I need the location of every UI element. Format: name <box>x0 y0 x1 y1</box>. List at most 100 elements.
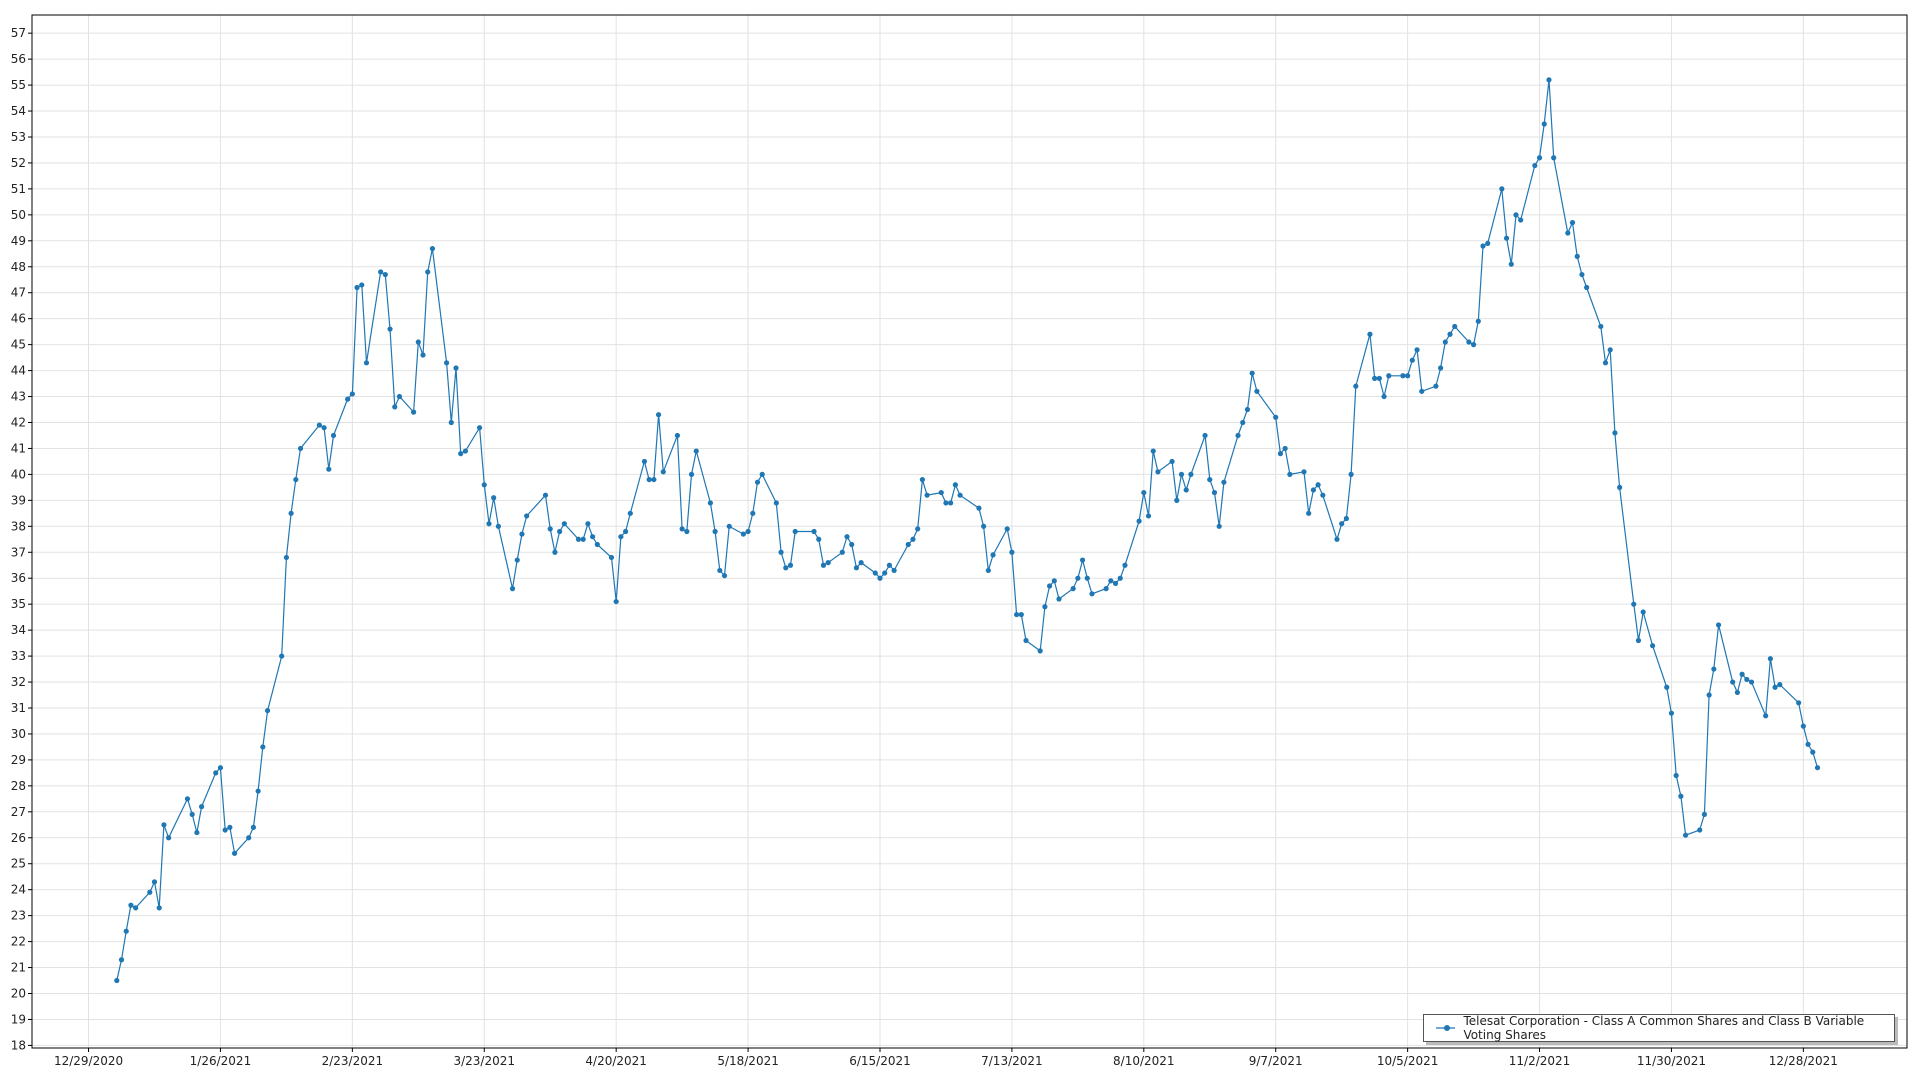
y-tick-label: 21 <box>11 961 26 975</box>
data-point <box>519 531 525 537</box>
data-point <box>575 536 582 542</box>
x-tick-label: 1/26/2021 <box>190 1054 252 1068</box>
data-point <box>1617 484 1623 490</box>
data-point <box>1117 575 1123 581</box>
data-point <box>217 765 224 771</box>
data-point <box>1475 318 1481 324</box>
data-point <box>1499 186 1505 192</box>
data-point <box>712 528 718 535</box>
y-tick-label: 36 <box>11 571 26 585</box>
y-tick-label: 44 <box>11 364 26 378</box>
data-point <box>1405 373 1411 379</box>
data-point <box>1800 723 1806 729</box>
data-point <box>1136 518 1142 524</box>
data-point <box>707 500 713 506</box>
data-point <box>1518 217 1524 223</box>
y-tick-label: 49 <box>11 234 26 248</box>
data-point <box>580 536 586 542</box>
y-tick-label: 27 <box>11 805 26 819</box>
y-tick-label: 25 <box>11 857 26 871</box>
data-point <box>147 889 153 895</box>
y-tick-label: 50 <box>11 208 26 222</box>
data-point <box>1188 471 1194 477</box>
data-point <box>1079 557 1086 563</box>
data-point <box>359 282 365 288</box>
data-point <box>1466 339 1472 345</box>
y-tick-label: 43 <box>11 390 26 404</box>
y-tick-label: 31 <box>11 701 26 715</box>
y-tick-label: 32 <box>11 675 26 689</box>
data-point <box>486 521 492 527</box>
data-point <box>1372 375 1378 381</box>
data-point <box>184 796 191 802</box>
data-point <box>1508 261 1514 267</box>
x-tick-label: 9/7/2021 <box>1249 1054 1303 1068</box>
data-point <box>1433 383 1439 389</box>
data-point <box>458 451 464 457</box>
y-tick-label: 22 <box>11 935 26 949</box>
data-point <box>627 510 633 516</box>
y-tick-label: 52 <box>11 156 26 170</box>
data-point <box>189 811 195 818</box>
data-point <box>283 554 289 561</box>
data-point <box>1174 497 1180 503</box>
y-tick-label: 51 <box>11 182 26 196</box>
y-tick-label: 28 <box>11 779 26 793</box>
data-point <box>227 824 233 830</box>
data-point <box>1018 611 1024 618</box>
data-point <box>759 471 765 477</box>
data-point <box>651 476 657 483</box>
data-point <box>1084 575 1090 581</box>
data-point <box>453 365 459 371</box>
data-point <box>1183 487 1189 493</box>
data-point <box>783 565 789 571</box>
data-point <box>114 977 120 984</box>
x-tick-label: 10/5/2021 <box>1377 1054 1439 1068</box>
data-point <box>1763 713 1769 719</box>
legend-line-marker-icon <box>1436 1023 1456 1033</box>
data-point <box>858 560 864 566</box>
data-point <box>420 352 426 358</box>
data-point <box>1037 648 1043 654</box>
data-point <box>1145 513 1152 519</box>
data-point <box>363 360 370 366</box>
data-point <box>156 905 162 911</box>
data-point <box>773 500 779 506</box>
data-point <box>321 425 327 431</box>
data-point <box>740 531 746 537</box>
data-point <box>726 523 732 529</box>
data-point <box>387 326 393 332</box>
data-point <box>425 269 431 275</box>
data-point <box>778 549 784 555</box>
data-point <box>985 567 991 574</box>
data-point <box>1282 445 1288 452</box>
data-point <box>655 412 662 418</box>
data-point <box>194 829 200 836</box>
data-point <box>1635 637 1642 644</box>
data-point <box>1122 562 1128 568</box>
data-point <box>825 560 831 566</box>
x-tick-label: 6/15/2021 <box>849 1054 911 1068</box>
data-point <box>721 573 728 579</box>
y-tick-label: 40 <box>11 467 26 481</box>
data-point <box>787 562 794 568</box>
data-point <box>552 549 558 555</box>
data-point <box>1730 679 1736 685</box>
x-tick-label: 5/18/2021 <box>717 1054 779 1068</box>
data-point <box>1814 765 1821 771</box>
data-point <box>1023 637 1029 644</box>
y-tick-label: 23 <box>11 909 26 923</box>
data-point <box>133 905 139 911</box>
y-tick-label: 46 <box>11 312 26 326</box>
y-tick-label: 35 <box>11 597 26 611</box>
data-point <box>688 471 695 477</box>
y-tick-label: 42 <box>11 415 26 429</box>
data-point <box>1051 578 1057 584</box>
data-point <box>590 534 596 540</box>
data-point <box>816 536 822 542</box>
data-point <box>557 528 563 535</box>
data-point <box>981 523 987 529</box>
data-point <box>1739 671 1745 677</box>
y-tick-label: 18 <box>11 1038 26 1052</box>
